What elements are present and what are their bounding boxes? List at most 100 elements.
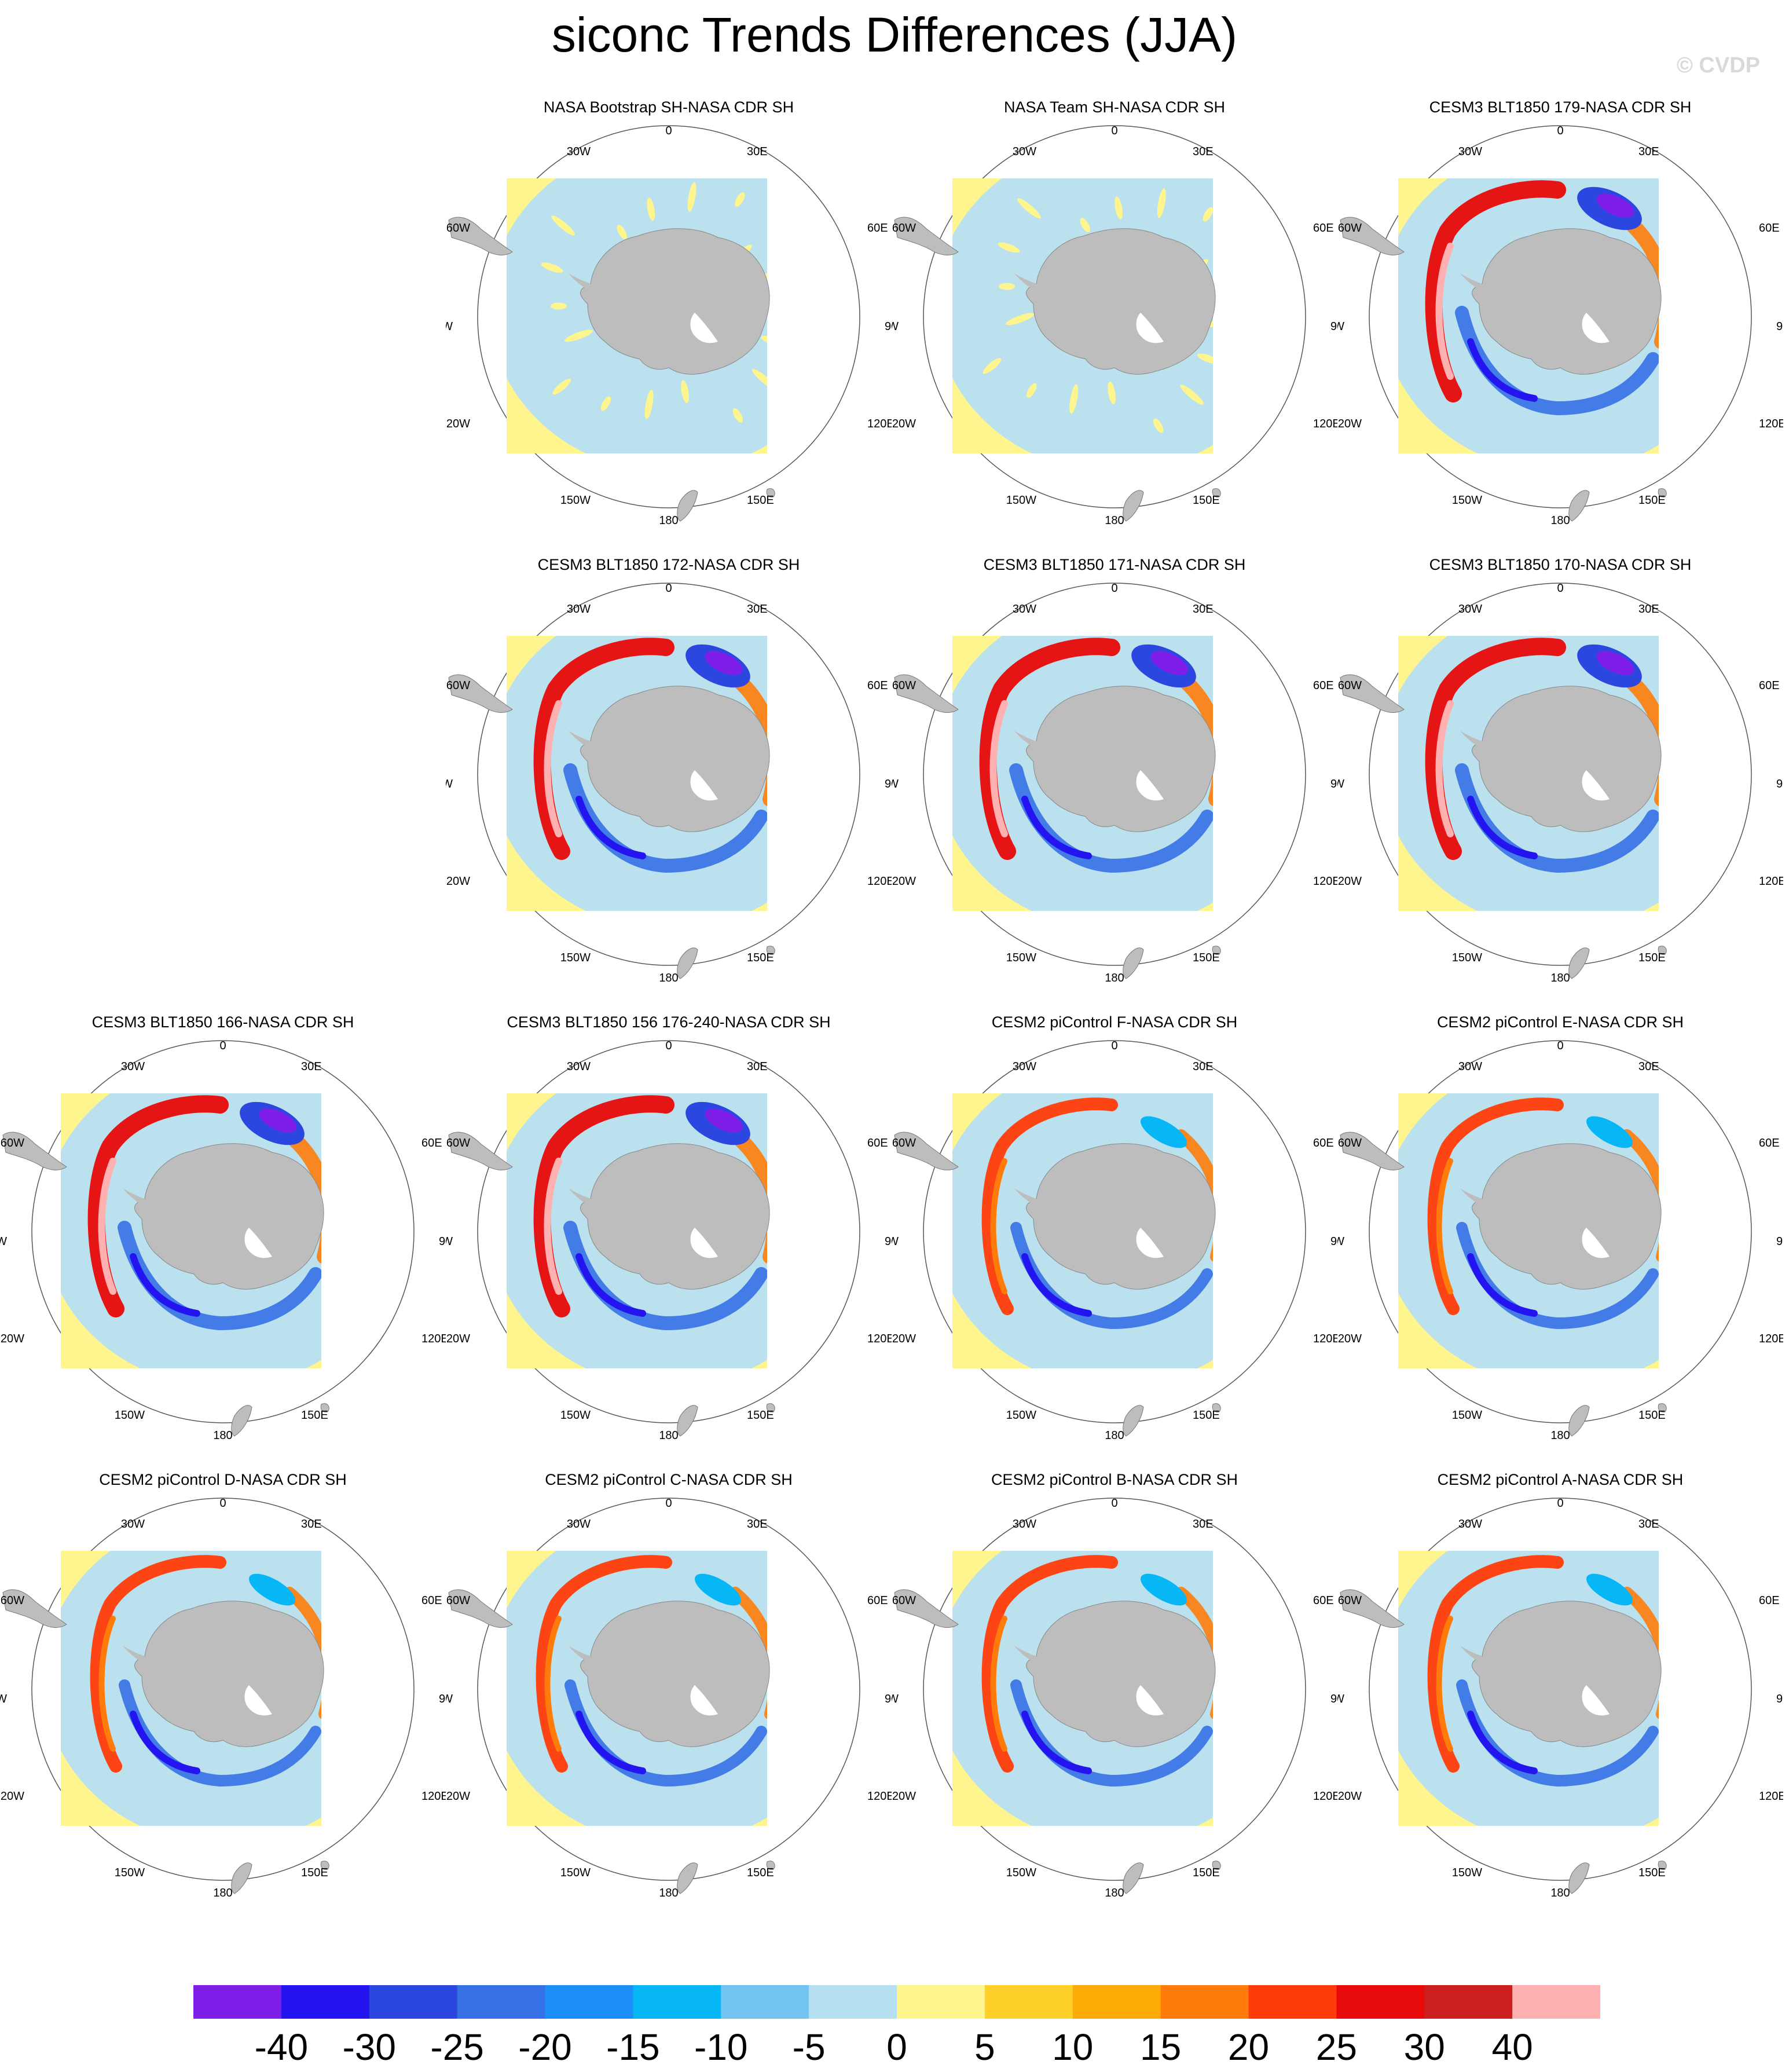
negative-core: [130, 1711, 200, 1774]
south-america-land: [448, 674, 513, 713]
colorbar-swatch: [193, 1985, 282, 2019]
map-panel-11: CESM2 piControl D-NASA CDR SH 0 30W 30E 60W…: [0, 1471, 446, 1911]
lon-label-right-lower: 120E: [1313, 1790, 1337, 1803]
lon-label-right-upper: 60E: [867, 679, 888, 692]
lon-label-right-lower: 120E: [1759, 418, 1783, 430]
noise-patch: [752, 369, 767, 389]
lon-label-left-mid: 90W: [0, 1235, 7, 1248]
lon-label-left-upper: 60W: [892, 1137, 916, 1150]
positive-anomaly: [1621, 1129, 1659, 1262]
noise-patch: [1108, 381, 1116, 405]
positive-anomaly: [979, 638, 1120, 860]
lon-label-bottom: 180: [1550, 1887, 1570, 1899]
lon-label-top: 0: [1111, 125, 1117, 137]
lon-label-lower-right: 150E: [747, 1866, 774, 1879]
noise-patch: [1153, 418, 1164, 433]
positive-core: [98, 1616, 116, 1752]
negative-core: [705, 651, 743, 675]
lon-label-lower-left: 150W: [560, 951, 591, 964]
positive-anomaly: [728, 670, 767, 806]
antarctica-land: [580, 686, 770, 832]
lon-label-upper-left: 30W: [567, 145, 591, 158]
lon-label-right-mid: 90E: [885, 1235, 892, 1248]
lon-label-lower-right: 150E: [1638, 494, 1666, 507]
lon-label-upper-right: 30E: [1193, 1060, 1214, 1073]
colorbar-swatch: [545, 1985, 633, 2019]
lon-label-top: 0: [1557, 582, 1563, 595]
tasmania-land: [1212, 1403, 1221, 1412]
antarctica-land: [1026, 1143, 1216, 1290]
lon-label-left-lower: 120W: [0, 1332, 24, 1345]
antarctic-peninsula: [1460, 731, 1482, 748]
lon-label-top: 0: [219, 1497, 226, 1510]
noise-patch: [687, 182, 696, 212]
map-panel-7: CESM3 BLT1850 166-NASA CDR SH 0 30W 30E 60W…: [0, 1013, 446, 1454]
lon-label-top: 0: [665, 1039, 672, 1052]
negative-core: [1150, 651, 1189, 675]
lon-label-left-lower: 120W: [1337, 1790, 1362, 1803]
lon-label-right-mid: 90E: [439, 1235, 446, 1248]
lon-label-right-mid: 90E: [885, 778, 892, 790]
noise-patch: [564, 330, 593, 342]
lon-label-bottom: 180: [1550, 1429, 1570, 1442]
antarctica-land: [1026, 228, 1216, 375]
antarctic-peninsula: [123, 1646, 145, 1663]
antarctic-peninsula: [1014, 731, 1036, 748]
lon-label-bottom: 180: [1105, 1887, 1124, 1899]
lon-label-left-lower: 120W: [1337, 418, 1362, 430]
positive-anomaly: [533, 1095, 674, 1317]
lon-label-left-upper: 60W: [1338, 1594, 1362, 1607]
lon-label-bottom: 180: [659, 972, 678, 984]
lon-label-right-upper: 60E: [867, 222, 888, 235]
lon-label-lower-left: 150W: [1452, 1866, 1482, 1879]
antarctic-peninsula: [123, 1188, 145, 1206]
positive-core: [1436, 1616, 1453, 1752]
lon-label-upper-right: 30E: [747, 1060, 768, 1073]
new-zealand-land: [677, 490, 698, 522]
colorbar-swatch: [721, 1985, 809, 2019]
south-america-land: [894, 1589, 959, 1628]
panel-title: CESM3 BLT1850 166-NASA CDR SH: [91, 1013, 354, 1031]
positive-core: [1435, 700, 1454, 837]
lon-label-lower-right: 150E: [1638, 1409, 1666, 1422]
panel-title: CESM2 piControl D-NASA CDR SH: [99, 1471, 347, 1488]
lon-label-top: 0: [1557, 1039, 1563, 1052]
map-panel-2: NASA Team SH-NASA CDR SH 0 30W 30E 60W 60E 90…: [892, 98, 1337, 539]
negative-core: [1021, 1711, 1092, 1774]
antarctica-land: [1472, 1143, 1662, 1290]
negative-core: [1467, 1253, 1538, 1317]
lon-label-right-lower: 120E: [1313, 418, 1337, 430]
new-zealand-land: [1568, 1862, 1590, 1894]
colorbar-swatch: [457, 1985, 545, 2019]
colorbar-label: 25: [1315, 2026, 1357, 2068]
antarctica-land: [580, 228, 770, 375]
lon-label-bottom: 180: [1550, 972, 1570, 984]
lon-label-upper-right: 30E: [747, 145, 768, 158]
lon-label-left-lower: 120W: [0, 1790, 24, 1803]
lon-label-left-mid: 90W: [892, 1693, 899, 1705]
antarctic-peninsula: [1014, 1188, 1036, 1206]
colorbar-swatch: [1248, 1985, 1337, 2019]
lon-label-upper-left: 30W: [567, 603, 591, 616]
panel-title: CESM3 BLT1850 171-NASA CDR SH: [983, 556, 1246, 573]
colorbar-label: -30: [342, 2026, 397, 2068]
lon-label-left-lower: 120W: [1337, 875, 1362, 888]
antarctica-land: [580, 1601, 770, 1747]
lon-label-upper-left: 30W: [1458, 145, 1482, 158]
ice-shelf: [1582, 1228, 1610, 1258]
noise-patch: [983, 358, 1002, 374]
lon-label-right-upper: 60E: [867, 1594, 888, 1607]
lon-label-top: 0: [1111, 582, 1117, 595]
lon-label-lower-left: 150W: [560, 1409, 591, 1422]
colorbar-swatch: [809, 1985, 897, 2019]
lon-label-upper-left: 30W: [1013, 145, 1036, 158]
lon-label-right-mid: 90E: [439, 1693, 446, 1705]
noise-patch: [1027, 383, 1037, 398]
polar-map: 0 30W 30E 60W 60E 90W 90E 120W 120E 150W 150E 180: [0, 1039, 446, 1442]
colorbar-label: 10: [1052, 2026, 1094, 2068]
south-america-land: [894, 1132, 959, 1170]
antarctica-land: [1472, 686, 1662, 832]
noise-patch: [1203, 207, 1213, 222]
negative-core: [575, 796, 646, 859]
ice-shelf: [244, 1685, 272, 1716]
